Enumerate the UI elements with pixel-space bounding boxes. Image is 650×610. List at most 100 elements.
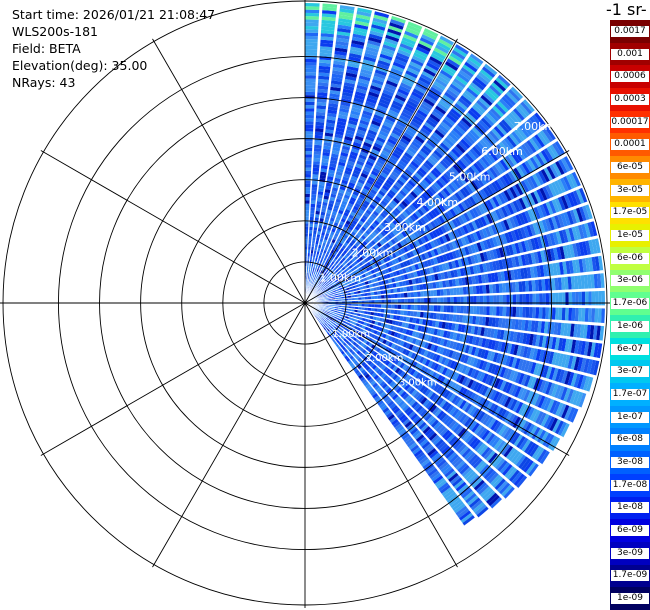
data-gate: [358, 297, 362, 301]
data-gate: [346, 163, 355, 170]
data-gate: [386, 31, 401, 40]
data-gate: [405, 259, 411, 267]
data-gate: [342, 176, 350, 182]
data-gate: [520, 254, 527, 267]
data-gate: [305, 141, 314, 145]
data-gate: [401, 348, 408, 356]
data-gate: [499, 462, 511, 475]
data-gate: [454, 259, 460, 269]
data-gate: [397, 369, 404, 376]
ray-separator: [307, 72, 499, 301]
data-gate: [442, 139, 453, 150]
data-gate: [499, 306, 504, 317]
data-gate: [419, 206, 428, 215]
data-gate: [448, 406, 457, 416]
data-gate: [506, 188, 515, 201]
data-gate: [312, 167, 320, 172]
data-gate: [523, 141, 535, 156]
data-gate: [575, 391, 584, 407]
data-gate: [586, 341, 593, 357]
data-gate: [469, 368, 477, 379]
data-gate: [485, 492, 498, 505]
data-gate: [325, 269, 329, 274]
colorbar-tick-label: 6e-07: [611, 343, 649, 355]
data-gate: [467, 150, 478, 162]
data-gate: [385, 398, 393, 405]
data-gate: [336, 332, 341, 336]
data-gate: [523, 405, 532, 419]
data-gate: [383, 409, 392, 417]
data-gate: [459, 268, 465, 277]
data-gate: [339, 11, 355, 17]
data-gate: [397, 400, 405, 408]
data-gate: [551, 336, 557, 351]
data-gate: [316, 102, 327, 107]
data-gate: [338, 285, 342, 289]
data-gate: [454, 460, 466, 471]
data-gate: [601, 308, 605, 324]
data-gate: [325, 122, 336, 128]
data-gate: [362, 144, 372, 152]
data-gate: [539, 265, 545, 278]
data-gate: [337, 342, 342, 347]
data-gate: [474, 275, 480, 285]
data-gate: [338, 279, 343, 284]
data-gate: [511, 131, 523, 145]
data-gate: [409, 285, 414, 292]
data-gate: [323, 257, 328, 262]
data-gate: [458, 375, 466, 385]
data-gate: [473, 441, 484, 452]
data-gate: [318, 75, 330, 80]
data-gate: [305, 239, 309, 244]
data-gate: [363, 56, 377, 63]
data-gate: [397, 310, 401, 316]
data-gate: [311, 187, 318, 192]
data-gate: [460, 214, 468, 224]
data-gate: [393, 338, 399, 345]
data-gate: [463, 170, 473, 182]
data-gate: [427, 468, 438, 478]
data-gate: [323, 276, 327, 280]
data-gate: [430, 134, 441, 144]
data-gate: [517, 419, 527, 432]
data-gate: [445, 391, 454, 401]
data-gate: [323, 145, 332, 150]
data-gate: [453, 503, 466, 514]
data-gate: [430, 249, 436, 258]
data-gate: [496, 100, 510, 114]
data-gate: [470, 244, 477, 254]
ray-separator: [304, 3, 321, 300]
data-gate: [425, 213, 433, 222]
data-gate: [411, 223, 419, 231]
data-gate: [490, 224, 498, 236]
data-gate: [392, 61, 407, 70]
data-gate: [565, 174, 576, 190]
data-gate: [323, 281, 328, 285]
colorbar-tick-label: 6e-05: [611, 161, 649, 173]
data-gate: [305, 104, 316, 109]
data-gate: [327, 112, 338, 118]
data-gate: [408, 344, 414, 351]
data-gate: [389, 372, 396, 379]
data-gate: [397, 215, 404, 223]
data-gate: [388, 157, 398, 165]
data-gate: [346, 188, 354, 194]
data-gate: [497, 161, 507, 174]
data-gate: [513, 129, 525, 143]
data-gate: [491, 210, 500, 222]
data-gate: [499, 329, 505, 341]
data-gate: [375, 282, 380, 287]
colorbar-unit-title: -1 sr-: [606, 0, 647, 19]
data-gate: [393, 384, 400, 392]
data-gate: [376, 63, 390, 71]
data-gate: [549, 248, 556, 262]
data-gate: [456, 268, 462, 278]
data-gate: [489, 198, 498, 210]
data-gate: [449, 220, 456, 230]
data-gate: [511, 471, 523, 485]
data-gate: [563, 211, 571, 227]
data-gate: [467, 367, 474, 378]
data-gate: [427, 380, 435, 389]
data-gate: [387, 28, 402, 37]
data-gate: [565, 244, 572, 259]
